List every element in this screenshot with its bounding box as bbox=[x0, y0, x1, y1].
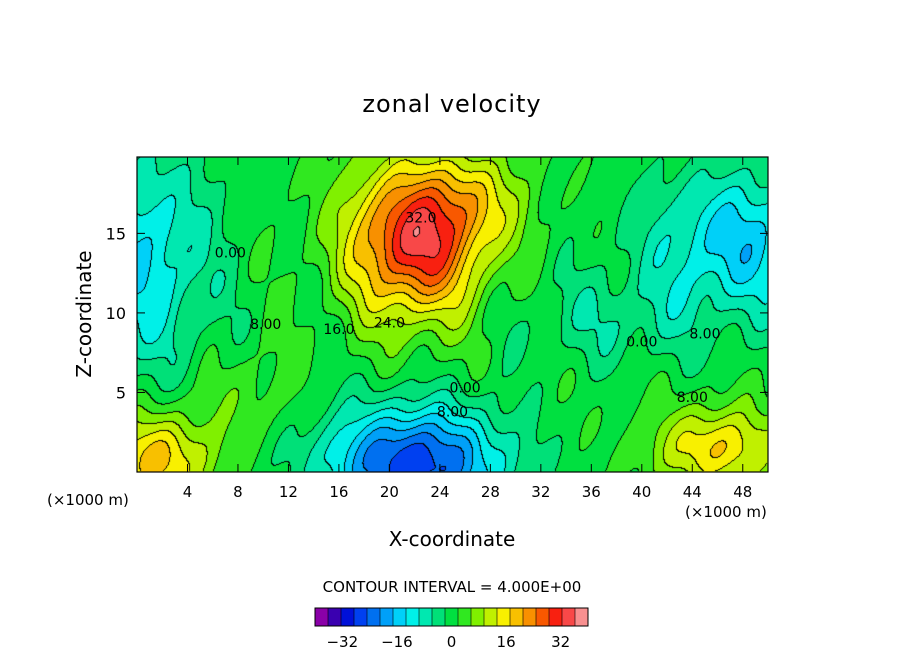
colorbar-swatch bbox=[458, 608, 472, 626]
contour-label: 8.00 bbox=[677, 390, 708, 406]
x-tick-label: 48 bbox=[733, 483, 752, 501]
x-tick-label: 12 bbox=[279, 483, 298, 501]
colorbar-swatch bbox=[510, 608, 524, 626]
colorbar-swatch bbox=[328, 608, 342, 626]
colorbar-swatch bbox=[341, 608, 355, 626]
colorbar-tick-label: 16 bbox=[497, 633, 516, 651]
x-units-left: (×1000 m) bbox=[47, 491, 129, 509]
x-tick-label: 20 bbox=[380, 483, 399, 501]
colorbar bbox=[314, 607, 589, 627]
colorbar-frame bbox=[314, 607, 589, 627]
plot-area: 32.0 24.0 16.0 8.00 0.00 0.00 8.00 0.00 8.00 8.00 bbox=[136, 156, 769, 473]
colorbar-tick-label: 0 bbox=[447, 633, 457, 651]
contour-label: 0.00 bbox=[450, 381, 481, 397]
y-tick-label: 15 bbox=[106, 224, 126, 243]
contour-label-layer: 32.0 24.0 16.0 8.00 0.00 0.00 8.00 0.00 8.00 8.00 bbox=[215, 210, 721, 420]
colorbar-swatch bbox=[393, 608, 407, 626]
contour-interval-text: CONTOUR INTERVAL = 4.000E+00 bbox=[323, 578, 582, 596]
colorbar-swatch bbox=[575, 608, 589, 626]
contour-field bbox=[137, 157, 768, 472]
colorbar-swatch bbox=[562, 608, 576, 626]
y-axis-label: Z-coordinate bbox=[72, 250, 96, 377]
chart-title: zonal velocity bbox=[362, 90, 541, 118]
x-tick-label: 40 bbox=[632, 483, 651, 501]
colorbar-swatch bbox=[523, 608, 537, 626]
contour-label: 8.00 bbox=[250, 317, 281, 333]
x-tick-label: 16 bbox=[329, 483, 348, 501]
colorbar-swatch bbox=[432, 608, 446, 626]
colorbar-swatch bbox=[536, 608, 550, 626]
x-tick-labels: 4 8 12 16 20 24 28 32 36 40 44 48 bbox=[183, 483, 753, 501]
contour-label: 0.00 bbox=[215, 245, 246, 261]
plot-frame bbox=[136, 156, 769, 473]
colorbar-swatch bbox=[315, 608, 329, 626]
colorbar-tick-label: −16 bbox=[381, 633, 413, 651]
x-units-right: (×1000 m) bbox=[685, 503, 767, 521]
x-tick-label: 8 bbox=[233, 483, 243, 501]
x-tick-label: 36 bbox=[582, 483, 601, 501]
y-tick-labels: 5 10 15 bbox=[106, 224, 126, 402]
x-tick-label: 4 bbox=[183, 483, 193, 501]
contour-label: 16.0 bbox=[323, 322, 354, 338]
colorbar-swatch bbox=[484, 608, 498, 626]
colorbar-swatch bbox=[445, 608, 459, 626]
contour-label: 8.00 bbox=[689, 327, 720, 343]
colorbar-swatch bbox=[497, 608, 511, 626]
colorbar-swatch bbox=[406, 608, 420, 626]
y-tick-label: 10 bbox=[106, 304, 126, 323]
contour-label: 32.0 bbox=[405, 210, 436, 226]
colorbar-swatch bbox=[419, 608, 433, 626]
colorbar-swatch bbox=[471, 608, 485, 626]
y-tick-label: 5 bbox=[116, 383, 126, 402]
contour-label: 8.00 bbox=[437, 405, 468, 421]
colorbar-tick-label: 32 bbox=[551, 633, 570, 651]
y-tick-marks bbox=[137, 232, 768, 393]
colorbar-swatch bbox=[549, 608, 563, 626]
colorbar-labels: −32 −16 0 16 32 bbox=[326, 633, 570, 651]
colorbar-swatch bbox=[367, 608, 381, 626]
x-axis-label: X-coordinate bbox=[389, 527, 516, 551]
contour-label: 24.0 bbox=[374, 315, 405, 331]
contour-label: 0.00 bbox=[626, 335, 657, 351]
x-tick-label: 44 bbox=[683, 483, 702, 501]
colorbar-tick-label: −32 bbox=[326, 633, 358, 651]
x-tick-marks bbox=[186, 157, 744, 472]
x-tick-label: 32 bbox=[531, 483, 550, 501]
x-tick-label: 24 bbox=[430, 483, 449, 501]
x-tick-label: 28 bbox=[481, 483, 500, 501]
colorbar-swatch bbox=[354, 608, 368, 626]
colorbar-swatch bbox=[380, 608, 394, 626]
